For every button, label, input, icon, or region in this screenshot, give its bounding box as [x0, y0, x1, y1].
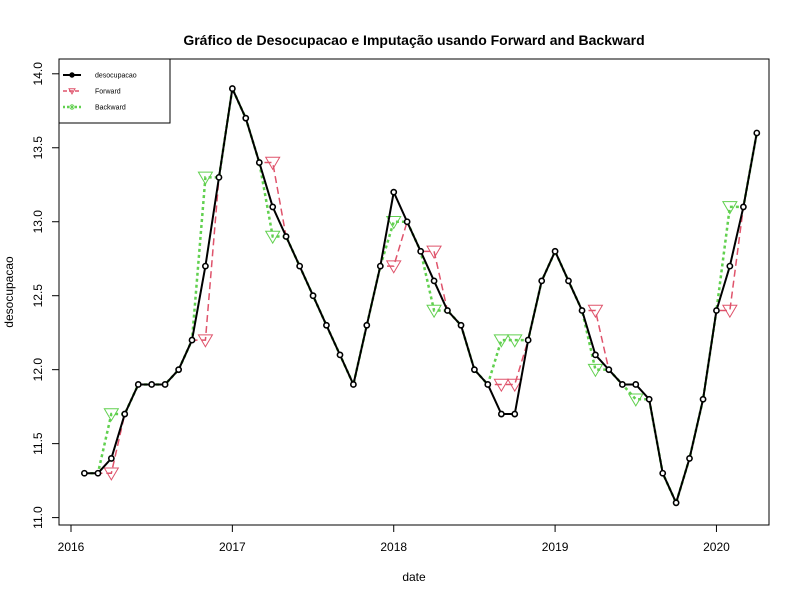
- data-point-imputed: [103, 408, 120, 422]
- data-point-imputed: [493, 334, 510, 348]
- data-point-imputed: [426, 245, 442, 259]
- data-point: [202, 262, 209, 270]
- data-point-imputed: [721, 201, 738, 215]
- y-axis-label: desocupacao: [2, 256, 16, 328]
- data-point: [309, 292, 317, 300]
- legend-marker-backward: [69, 104, 75, 110]
- legend-label-desocupacao: desocupacao: [95, 73, 137, 80]
- data-point: [618, 381, 626, 388]
- data-point: [417, 247, 425, 255]
- data-point: [551, 247, 559, 255]
- data-point: [323, 321, 330, 329]
- y-tick-label: 14.0: [31, 62, 45, 86]
- data-point-imputed: [627, 393, 644, 407]
- x-tick-label: 2020: [703, 540, 730, 554]
- data-point: [578, 307, 586, 314]
- data-point-imputed: [587, 304, 604, 319]
- data-point-imputed: [587, 363, 604, 378]
- y-tick-label: 13.5: [31, 136, 45, 160]
- data-point: [592, 351, 599, 359]
- plot-frame: [58, 58, 770, 526]
- data-point-imputed: [426, 304, 442, 319]
- x-tick-label: 2017: [219, 540, 246, 554]
- data-point-imputed: [721, 304, 738, 319]
- data-point: [726, 262, 734, 270]
- data-point: [161, 381, 169, 388]
- data-point-imputed: [197, 171, 214, 185]
- data-point: [632, 381, 640, 388]
- data-point-imputed: [103, 467, 120, 481]
- legend-label-backward: Backward: [95, 105, 126, 112]
- data-point: [713, 307, 720, 314]
- x-tick-label: 2016: [58, 540, 85, 554]
- data-point: [430, 277, 438, 285]
- data-point: [403, 218, 411, 226]
- data-point: [699, 395, 707, 403]
- series-line-desocupacao: [84, 85, 758, 506]
- data-point-imputed: [264, 156, 281, 171]
- data-point: [296, 262, 304, 270]
- x-axis: 2016 2017 2018 2019 2020: [58, 525, 730, 554]
- data-point: [282, 233, 290, 240]
- legend: desocupacao Forward Backward: [58, 58, 171, 124]
- data-point-imputed: [506, 334, 523, 348]
- legend-marker-forward: [68, 88, 76, 95]
- data-point: [269, 203, 277, 211]
- chart-title: Gráfico de Desocupacao e Imputação usand…: [183, 32, 644, 48]
- y-tick-label: 12.5: [31, 284, 45, 308]
- data-point: [107, 455, 115, 462]
- data-point: [753, 129, 761, 137]
- data-point: [672, 499, 680, 507]
- y-axis: 11.0 11.5 12.0 12.5 13.0 13.5 14.0: [31, 62, 59, 529]
- legend-label-forward: Forward: [95, 89, 121, 96]
- data-point: [605, 366, 613, 374]
- y-tick-label: 11.0: [31, 506, 45, 529]
- data-point: [80, 469, 88, 477]
- data-point: [148, 381, 156, 388]
- data-point: [376, 262, 384, 270]
- y-tick-label: 13.0: [31, 210, 45, 234]
- data-point-imputed: [264, 230, 281, 245]
- data-point-imputed: [385, 215, 402, 230]
- data-point: [242, 114, 250, 122]
- data-point: [497, 410, 505, 418]
- data-point: [228, 85, 236, 92]
- data-point: [457, 321, 465, 329]
- data-point: [215, 173, 223, 181]
- data-point: [175, 366, 183, 374]
- data-point-imputed: [493, 378, 510, 393]
- data-point: [471, 366, 478, 374]
- series-desocupacao: [80, 85, 761, 507]
- data-point: [484, 381, 492, 388]
- data-point: [686, 455, 693, 462]
- data-point: [94, 469, 102, 477]
- data-point: [524, 336, 532, 344]
- data-point: [188, 336, 196, 344]
- data-point: [255, 159, 263, 166]
- x-axis-label: date: [402, 570, 426, 584]
- data-point: [336, 351, 344, 359]
- data-point: [121, 410, 129, 418]
- data-point: [134, 381, 142, 388]
- y-tick-label: 12.0: [31, 358, 45, 382]
- data-point: [390, 188, 398, 196]
- data-point: [538, 277, 546, 285]
- data-point: [565, 277, 572, 285]
- data-point-imputed: [506, 378, 523, 393]
- data-point: [444, 307, 451, 314]
- series-layer: [80, 84, 761, 507]
- legend-marker-desocupacao: [69, 72, 75, 78]
- data-point: [645, 395, 653, 403]
- data-point: [659, 469, 667, 477]
- data-point: [740, 203, 747, 211]
- data-point-imputed: [385, 260, 402, 274]
- y-tick-label: 11.5: [31, 432, 45, 455]
- data-point: [349, 381, 357, 388]
- data-point: [363, 321, 371, 329]
- data-point-imputed: [197, 334, 214, 348]
- x-tick-label: 2018: [380, 540, 407, 554]
- data-point: [511, 410, 519, 418]
- x-tick-label: 2019: [542, 540, 569, 554]
